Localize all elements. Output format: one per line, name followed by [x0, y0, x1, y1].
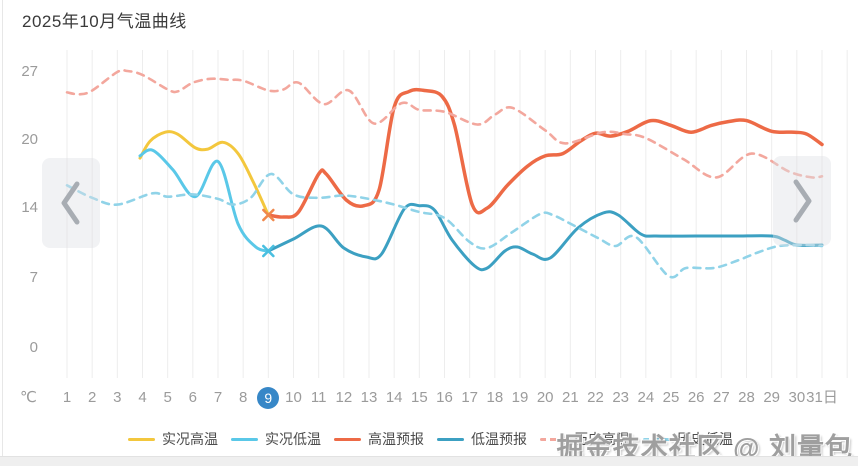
y-tick-14: 14 — [21, 199, 38, 216]
chevron-left-icon — [61, 181, 80, 225]
prev-period-button[interactable] — [42, 158, 100, 248]
x-axis-day-11[interactable]: 11 — [310, 389, 327, 406]
legend-line-icon — [643, 437, 670, 441]
series-actual-low — [138, 148, 270, 253]
y-tick-7: 7 — [29, 269, 38, 286]
legend-line-icon — [231, 437, 258, 441]
legend-line-icon — [540, 437, 567, 441]
x-axis-day-15[interactable]: 15 — [410, 389, 428, 406]
legend-item-actual-high[interactable]: 实况高温 — [128, 429, 218, 449]
x-axis-day-30[interactable]: 30 — [788, 389, 806, 406]
legend-line-icon — [437, 437, 464, 441]
x-axis-day-12[interactable]: 12 — [335, 389, 353, 406]
x-axis-day-16[interactable]: 16 — [436, 389, 453, 406]
legend-item-forecast-low[interactable]: 低温预报 — [437, 429, 527, 449]
next-period-button[interactable] — [773, 156, 831, 246]
x-axis-day-8[interactable]: 8 — [238, 389, 248, 406]
x-axis-day-21[interactable]: 21 — [561, 389, 579, 406]
series-hist-high — [65, 68, 824, 179]
x-axis-day-2[interactable]: 2 — [87, 389, 97, 406]
x-axis-day-28[interactable]: 28 — [738, 389, 755, 406]
x-axis-day-24[interactable]: 24 — [637, 389, 655, 406]
legend-label: 实况高温 — [162, 431, 218, 447]
x-axis-day-3[interactable]: 3 — [113, 389, 122, 406]
legend-line-icon — [128, 437, 155, 441]
x-axis-day-14[interactable]: 14 — [385, 389, 403, 406]
y-tick-0: 0 — [29, 339, 38, 356]
y-tick-20: 20 — [21, 131, 38, 148]
legend-item-hist-low[interactable]: 历史低温 — [643, 429, 733, 449]
legend-item-forecast-high[interactable]: 高温预报 — [334, 429, 424, 449]
legend-label: 实况低温 — [265, 431, 321, 447]
panel-left-border — [2, 0, 3, 466]
legend-label: 历史高温 — [574, 431, 630, 447]
legend-line-icon — [334, 437, 361, 441]
x-axis-day-7[interactable]: 7 — [213, 389, 223, 406]
x-axis-day-23[interactable]: 23 — [612, 389, 630, 406]
y-axis-unit: ℃ — [20, 389, 37, 406]
y-tick-27: 27 — [21, 63, 38, 80]
x-axis-day-31[interactable]: 31日 — [806, 389, 838, 406]
forecast-start-high-icon — [262, 208, 275, 222]
x-axis-day-20[interactable]: 20 — [536, 389, 554, 406]
x-axis-day-22[interactable]: 22 — [587, 389, 604, 406]
chart-title: 2025年10月气温曲线 — [22, 12, 187, 31]
selected-day-badge[interactable]: 9 — [257, 387, 280, 409]
x-axis-day-10[interactable]: 10 — [285, 389, 302, 406]
bottom-strip — [0, 456, 858, 466]
legend-label: 低温预报 — [471, 431, 527, 447]
chart-legend: 实况高温 实况低温 高温预报 低温预报 历史高温 历史低温 — [128, 429, 733, 449]
x-axis-day-25[interactable]: 25 — [662, 389, 680, 406]
x-axis-day-27[interactable]: 27 — [712, 389, 730, 406]
x-axis-day-6[interactable]: 6 — [188, 389, 197, 406]
legend-label: 历史低温 — [677, 431, 733, 447]
x-axis-day-5[interactable]: 5 — [163, 389, 172, 406]
x-axis-day-18[interactable]: 18 — [486, 389, 504, 406]
x-axis-day-29[interactable]: 29 — [763, 389, 781, 406]
x-axis-day-13[interactable]: 13 — [360, 389, 378, 406]
series-hist-low — [65, 172, 824, 279]
x-axis-day-17[interactable]: 17 — [461, 389, 479, 406]
legend-item-hist-high[interactable]: 历史高温 — [540, 429, 630, 449]
series-forecast-low — [266, 202, 824, 272]
x-axis-day-4[interactable]: 4 — [138, 389, 147, 406]
legend-item-actual-low[interactable]: 实况低温 — [231, 429, 321, 449]
x-axis-day-1[interactable]: 1 — [62, 389, 72, 406]
chart-canvas — [65, 50, 848, 378]
x-axis-day-26[interactable]: 26 — [687, 389, 705, 406]
chevron-right-icon — [793, 179, 812, 223]
x-axis-day-19[interactable]: 19 — [511, 389, 529, 406]
legend-label: 高温预报 — [368, 431, 424, 447]
forecast-start-low-icon — [262, 244, 275, 258]
series-forecast-high — [266, 87, 824, 219]
series-actual-high — [138, 130, 270, 217]
